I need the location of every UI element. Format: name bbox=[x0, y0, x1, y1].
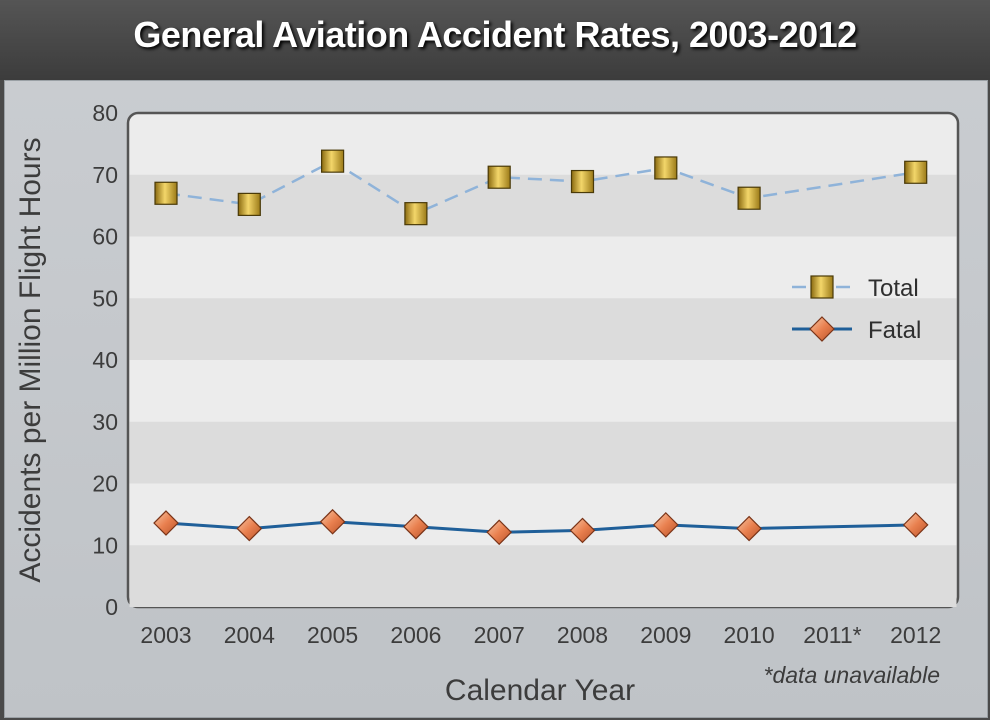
y-tick-label: 80 bbox=[92, 100, 118, 126]
x-tick-label: 2011* bbox=[803, 622, 861, 648]
y-tick-label: 40 bbox=[92, 347, 118, 373]
chart-title: General Aviation Accident Rates, 2003-20… bbox=[133, 14, 857, 55]
legend-label-fatal: Fatal bbox=[868, 317, 921, 344]
x-tick-label: 2008 bbox=[557, 622, 608, 648]
y-tick-label: 60 bbox=[92, 224, 118, 250]
data-point-fatal bbox=[403, 513, 429, 540]
x-tick-label: 2003 bbox=[140, 622, 191, 648]
y-tick-label: 30 bbox=[92, 409, 118, 435]
legend-label-total: Total bbox=[868, 275, 919, 302]
y-tick-label: 70 bbox=[92, 162, 118, 188]
x-tick-label: 2012 bbox=[890, 622, 941, 648]
legend-marker-fatal bbox=[809, 316, 835, 342]
y-tick-label: 10 bbox=[92, 532, 118, 558]
y-tick-label: 50 bbox=[92, 285, 118, 311]
x-tick-label: 2005 bbox=[307, 622, 358, 648]
y-axis-label: Accidents per Million Flight Hours bbox=[14, 137, 47, 582]
data-unavailable-note: *data unavailable bbox=[764, 662, 940, 688]
data-point-total bbox=[487, 165, 511, 189]
grid-band bbox=[129, 174, 957, 237]
data-point-total bbox=[904, 160, 928, 184]
data-point-fatal bbox=[486, 519, 513, 546]
x-tick-label: 2010 bbox=[724, 622, 775, 648]
data-point-fatal bbox=[902, 512, 929, 538]
x-tick-label: 2006 bbox=[390, 622, 441, 648]
data-point-total bbox=[404, 202, 428, 226]
data-point-total bbox=[570, 169, 595, 194]
grid-band bbox=[129, 545, 957, 607]
data-point-fatal bbox=[236, 515, 263, 542]
y-tick-label: 20 bbox=[92, 471, 118, 497]
x-tick-label: 2007 bbox=[474, 622, 525, 648]
title-bar bbox=[0, 0, 990, 80]
series-line-total bbox=[165, 159, 916, 216]
data-point-fatal bbox=[652, 512, 679, 538]
data-point-total bbox=[737, 186, 761, 210]
data-point-fatal bbox=[736, 515, 762, 542]
y-tick-label: 0 bbox=[105, 594, 118, 620]
legend-marker-total bbox=[810, 275, 834, 299]
data-point-total bbox=[237, 192, 261, 216]
data-point-fatal bbox=[319, 508, 346, 535]
data-point-total bbox=[154, 181, 178, 205]
x-axis-label: Calendar Year bbox=[445, 674, 635, 707]
data-point-fatal bbox=[569, 517, 596, 544]
data-point-total bbox=[654, 156, 678, 180]
grid-band bbox=[129, 421, 957, 484]
data-point-fatal bbox=[153, 510, 179, 536]
data-point-total bbox=[321, 149, 345, 173]
x-tick-label: 2009 bbox=[640, 622, 691, 648]
x-tick-label: 2004 bbox=[224, 622, 275, 648]
